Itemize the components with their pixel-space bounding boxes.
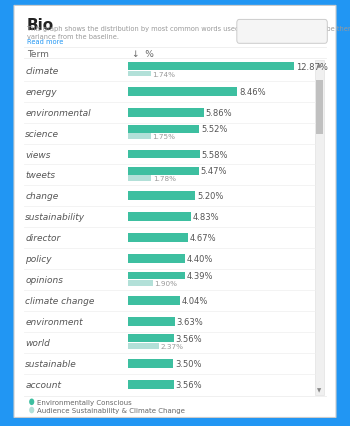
Text: 1.74%: 1.74% [152, 71, 175, 78]
Bar [128, 317, 175, 326]
Bar [128, 176, 151, 181]
Text: world: world [25, 338, 50, 347]
Bar [128, 167, 199, 175]
Text: environmental: environmental [25, 108, 91, 118]
Bar [128, 213, 190, 222]
Circle shape [29, 407, 34, 413]
Text: 2.37%: 2.37% [160, 343, 183, 349]
FancyBboxPatch shape [237, 20, 327, 44]
Text: change: change [25, 192, 58, 201]
Bar [128, 126, 199, 133]
Bar [128, 280, 153, 286]
Text: 1.90%: 1.90% [154, 280, 177, 286]
Text: Audience Sustainability & Climate Change: Audience Sustainability & Climate Change [37, 407, 185, 413]
Text: director: director [25, 234, 61, 243]
Text: science: science [25, 129, 59, 138]
Text: account: account [25, 380, 61, 389]
Text: tweets: tweets [25, 171, 55, 180]
Text: ▼: ▼ [317, 388, 322, 393]
Bar [128, 63, 294, 71]
FancyBboxPatch shape [14, 6, 336, 417]
Text: ↓  %: ↓ % [132, 50, 153, 59]
Text: 3.56%: 3.56% [176, 334, 202, 343]
Bar [128, 359, 173, 368]
Bar [315, 60, 324, 395]
Text: Read more: Read more [27, 39, 63, 45]
Text: This graph shows the distribution by most common words used by the audience to d: This graph shows the distribution by mos… [27, 26, 350, 40]
Text: 4.39%: 4.39% [187, 271, 213, 280]
Bar [128, 192, 195, 201]
Bar [316, 81, 323, 135]
Text: 4.04%: 4.04% [182, 296, 208, 305]
Bar [128, 255, 185, 264]
Bar [128, 150, 200, 159]
Text: Term: Term [27, 50, 49, 59]
Bar [128, 296, 180, 305]
Text: policy: policy [25, 255, 52, 264]
Text: 4.40%: 4.40% [187, 255, 213, 264]
Text: 5.47%: 5.47% [200, 167, 227, 176]
Text: energy: energy [25, 87, 57, 96]
Text: 5.86%: 5.86% [205, 108, 232, 118]
Text: 1.78%: 1.78% [153, 176, 176, 182]
Bar [128, 88, 237, 96]
Text: 3.63%: 3.63% [177, 317, 203, 326]
Bar [128, 343, 159, 349]
Text: views: views [25, 150, 51, 159]
Text: Environmentally Conscious: Environmentally Conscious [37, 399, 132, 405]
Text: sustainability: sustainability [25, 213, 85, 222]
Circle shape [29, 399, 34, 405]
Bar [128, 72, 151, 77]
Text: 5.52%: 5.52% [201, 125, 228, 134]
Text: 1.75%: 1.75% [153, 134, 175, 140]
Text: 5.58%: 5.58% [202, 150, 228, 159]
Bar [128, 335, 174, 342]
Bar [128, 234, 188, 242]
Text: Download: Download [261, 28, 303, 37]
Bar [128, 380, 174, 389]
Text: 4.67%: 4.67% [190, 234, 217, 243]
Bar [128, 109, 204, 117]
Text: opinions: opinions [25, 276, 63, 285]
Text: 8.46%: 8.46% [239, 87, 266, 96]
Text: climate change: climate change [25, 296, 94, 305]
Text: climate: climate [25, 66, 58, 75]
Text: 5.20%: 5.20% [197, 192, 223, 201]
Text: 4.83%: 4.83% [192, 213, 219, 222]
Text: environment: environment [25, 317, 83, 326]
Text: Bio: Bio [27, 18, 54, 33]
Text: sustainable: sustainable [25, 359, 77, 368]
Text: 3.56%: 3.56% [176, 380, 202, 389]
Text: 12.87%: 12.87% [296, 63, 328, 72]
Text: ▲: ▲ [317, 63, 322, 68]
Bar [128, 272, 185, 279]
Bar [128, 134, 151, 140]
Text: 3.50%: 3.50% [175, 359, 202, 368]
